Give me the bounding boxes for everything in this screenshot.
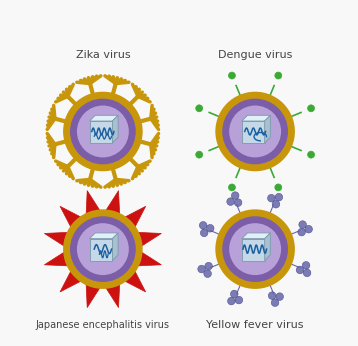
Circle shape <box>303 269 311 277</box>
Polygon shape <box>112 233 118 261</box>
Polygon shape <box>90 233 118 239</box>
Text: Dengue virus: Dengue virus <box>218 51 292 60</box>
Circle shape <box>70 99 136 164</box>
Polygon shape <box>112 115 118 143</box>
Circle shape <box>276 293 284 300</box>
Polygon shape <box>60 270 82 292</box>
Circle shape <box>63 209 143 289</box>
Circle shape <box>205 262 212 270</box>
Circle shape <box>200 229 208 237</box>
Circle shape <box>231 290 238 298</box>
Circle shape <box>229 106 281 157</box>
Circle shape <box>275 193 283 201</box>
Polygon shape <box>265 233 270 261</box>
Polygon shape <box>124 206 146 229</box>
Polygon shape <box>242 115 270 121</box>
Polygon shape <box>136 251 161 266</box>
Circle shape <box>235 296 243 304</box>
Circle shape <box>222 216 288 282</box>
Circle shape <box>204 270 212 277</box>
Polygon shape <box>90 239 112 261</box>
Circle shape <box>234 199 242 207</box>
Circle shape <box>298 228 305 236</box>
Polygon shape <box>124 270 146 292</box>
Circle shape <box>271 299 279 307</box>
Polygon shape <box>86 191 101 216</box>
Circle shape <box>196 105 203 112</box>
Circle shape <box>228 184 236 191</box>
Text: Japanese encephalitis virus: Japanese encephalitis virus <box>36 320 170 330</box>
Circle shape <box>308 151 315 158</box>
Circle shape <box>268 292 276 299</box>
Circle shape <box>215 209 295 289</box>
Polygon shape <box>105 191 120 216</box>
Circle shape <box>275 72 282 79</box>
Circle shape <box>77 106 129 157</box>
Circle shape <box>227 198 234 206</box>
Circle shape <box>308 105 315 112</box>
Circle shape <box>207 225 214 232</box>
Circle shape <box>63 92 143 171</box>
Circle shape <box>302 262 310 269</box>
Circle shape <box>215 92 295 171</box>
Polygon shape <box>44 251 69 266</box>
Polygon shape <box>242 121 265 143</box>
Circle shape <box>296 266 304 274</box>
Circle shape <box>196 151 203 158</box>
Circle shape <box>222 99 288 164</box>
Polygon shape <box>105 283 120 308</box>
Circle shape <box>299 221 306 228</box>
Circle shape <box>77 223 129 275</box>
Polygon shape <box>90 115 118 121</box>
Polygon shape <box>136 232 161 247</box>
Polygon shape <box>90 121 112 143</box>
Polygon shape <box>265 115 270 143</box>
Text: Zika virus: Zika virus <box>76 51 130 60</box>
Circle shape <box>70 216 136 282</box>
Circle shape <box>199 221 207 229</box>
Circle shape <box>228 297 235 305</box>
Circle shape <box>305 225 313 233</box>
Polygon shape <box>60 206 82 229</box>
Polygon shape <box>242 233 270 239</box>
Circle shape <box>267 194 275 202</box>
Circle shape <box>275 184 282 191</box>
Polygon shape <box>86 283 101 308</box>
Circle shape <box>198 265 205 273</box>
Text: Yellow fever virus: Yellow fever virus <box>206 320 304 330</box>
Circle shape <box>229 223 281 275</box>
Polygon shape <box>242 239 265 261</box>
Polygon shape <box>44 232 69 247</box>
Circle shape <box>228 72 236 79</box>
Circle shape <box>272 200 280 208</box>
Circle shape <box>231 192 239 199</box>
